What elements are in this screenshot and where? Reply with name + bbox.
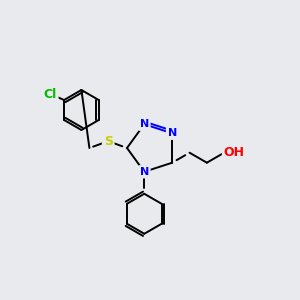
Text: S: S bbox=[104, 135, 113, 148]
Text: N: N bbox=[140, 119, 149, 129]
Text: N: N bbox=[140, 167, 149, 177]
Text: Cl: Cl bbox=[44, 88, 57, 101]
Text: N: N bbox=[168, 128, 177, 138]
Text: OH: OH bbox=[224, 146, 245, 159]
